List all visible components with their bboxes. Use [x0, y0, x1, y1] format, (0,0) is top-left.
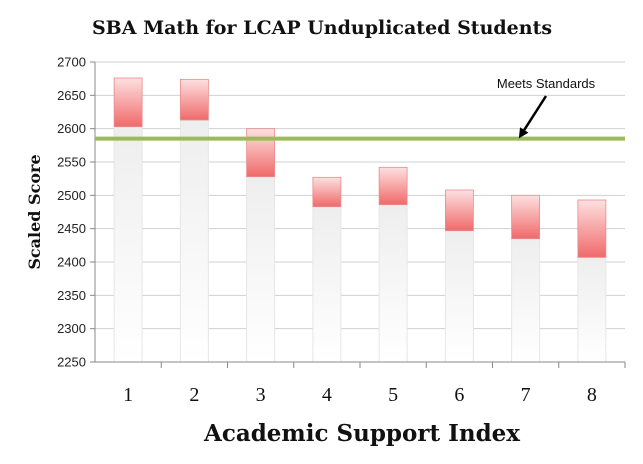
y-tick-label: 2500 — [57, 188, 86, 203]
bar-shadow — [113, 126, 143, 363]
x-tick-label: 3 — [256, 384, 266, 406]
meets-standards-arrow — [518, 95, 548, 139]
range-bar — [444, 189, 474, 232]
range-bar — [179, 78, 209, 121]
bar-shadow — [378, 204, 408, 363]
bar-shadow — [179, 119, 209, 363]
range-bar — [312, 176, 342, 208]
range-bar — [113, 77, 143, 128]
range-bar — [511, 194, 541, 240]
x-tick-label: 6 — [454, 384, 464, 406]
x-tick-label: 1 — [123, 384, 133, 406]
y-tick-label: 2250 — [57, 355, 86, 370]
y-tick-label: 2600 — [57, 121, 86, 136]
y-tick-label: 2700 — [57, 55, 86, 70]
bar-shadow — [577, 256, 607, 363]
y-tick-label: 2450 — [57, 221, 86, 236]
meets-standards-label: Meets Standards — [497, 76, 596, 91]
range-bar — [378, 166, 408, 206]
y-tick-label: 2650 — [57, 88, 86, 103]
bar-shadow — [444, 230, 474, 363]
range-bars — [113, 77, 607, 258]
gridlines — [95, 61, 625, 363]
range-bar — [577, 199, 607, 258]
bar-shadows — [113, 119, 607, 363]
x-tick-label: 4 — [322, 384, 332, 406]
y-axis-label: Scaled Score — [25, 154, 44, 269]
range-bar — [246, 128, 276, 178]
y-tick-label: 2350 — [57, 288, 86, 303]
x-tick-labels: 1 2 3 4 5 6 7 8 — [123, 362, 626, 406]
x-tick-label: 7 — [521, 384, 531, 406]
bar-shadow — [246, 176, 276, 363]
bar-shadow — [511, 238, 541, 363]
y-tick-label: 2550 — [57, 155, 86, 170]
x-axis-label: Academic Support Index — [203, 420, 520, 447]
y-tick-labels: 2700 2650 2600 2550 2500 2450 2400 2350 2300 2250 — [57, 55, 95, 370]
y-tick-label: 2300 — [57, 321, 86, 336]
x-tick-label: 5 — [388, 384, 398, 406]
chart-title: SBA Math for LCAP Unduplicated Students — [92, 17, 552, 39]
x-tick-label: 2 — [189, 384, 199, 406]
x-tick-label: 8 — [587, 384, 597, 406]
bar-shadow — [312, 206, 342, 363]
y-tick-label: 2400 — [57, 255, 86, 270]
